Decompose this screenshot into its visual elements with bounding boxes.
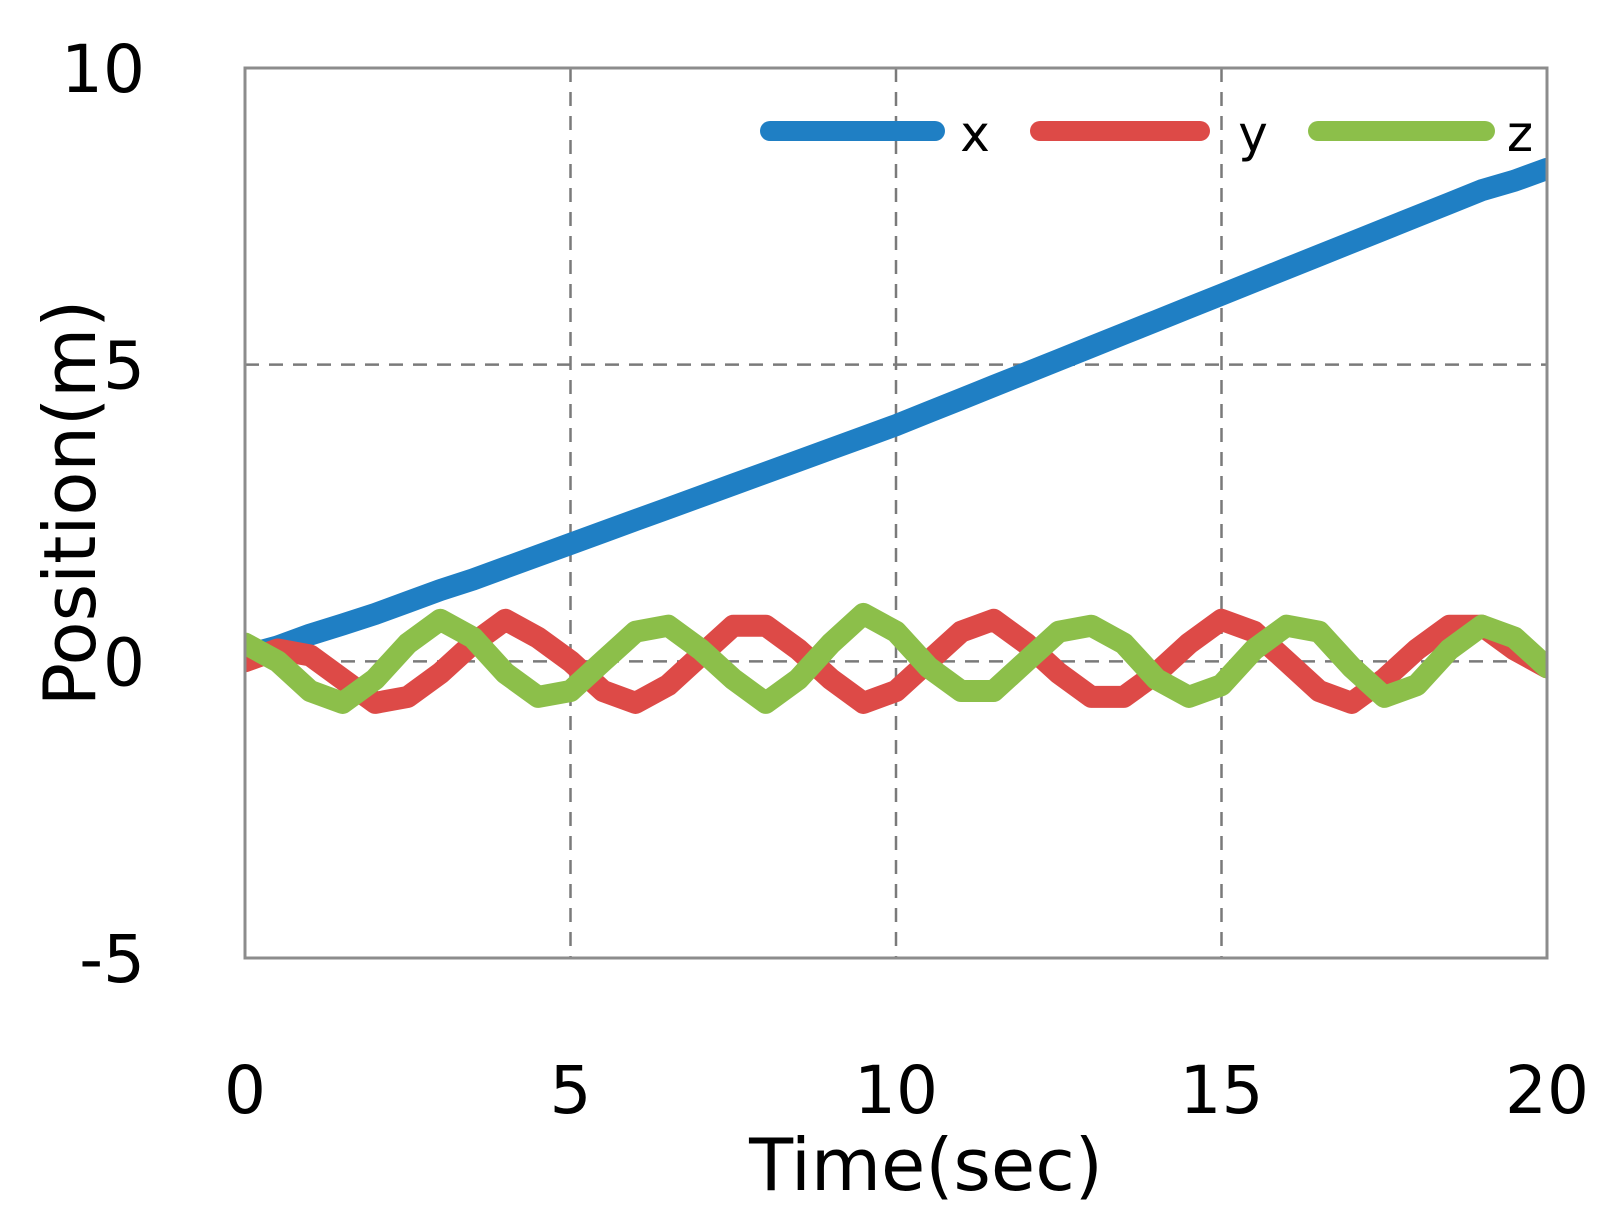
series-line-z [245,602,1547,714]
y-tick-label: 0 [103,624,145,701]
legend-label-y: y [1238,105,1268,163]
y-axis-label: Position(m) [28,300,112,707]
grid-lines [245,68,1547,958]
legend-label-z: z [1507,105,1533,163]
tick-labels: 0 5 10 15 20 -5 0 5 10 [61,31,1589,1129]
x-axis-label: Time(sec) [748,1123,1103,1207]
x-tick-label: 15 [1180,1052,1264,1129]
plot-frame [243,66,1549,960]
y-tick-label: 5 [103,328,145,405]
x-tick-label: 10 [854,1052,938,1129]
x-tick-label: 0 [224,1052,266,1129]
legend-label-x: x [960,105,990,163]
x-tick-label: 5 [550,1052,592,1129]
series-layer [245,157,1547,714]
series-line-x [245,157,1547,667]
x-tick-label: 20 [1505,1052,1589,1129]
y-tick-label: 10 [61,31,145,108]
legend: x y z [760,105,1533,163]
y-tick-label: -5 [79,921,145,998]
series-line-y [245,608,1547,714]
